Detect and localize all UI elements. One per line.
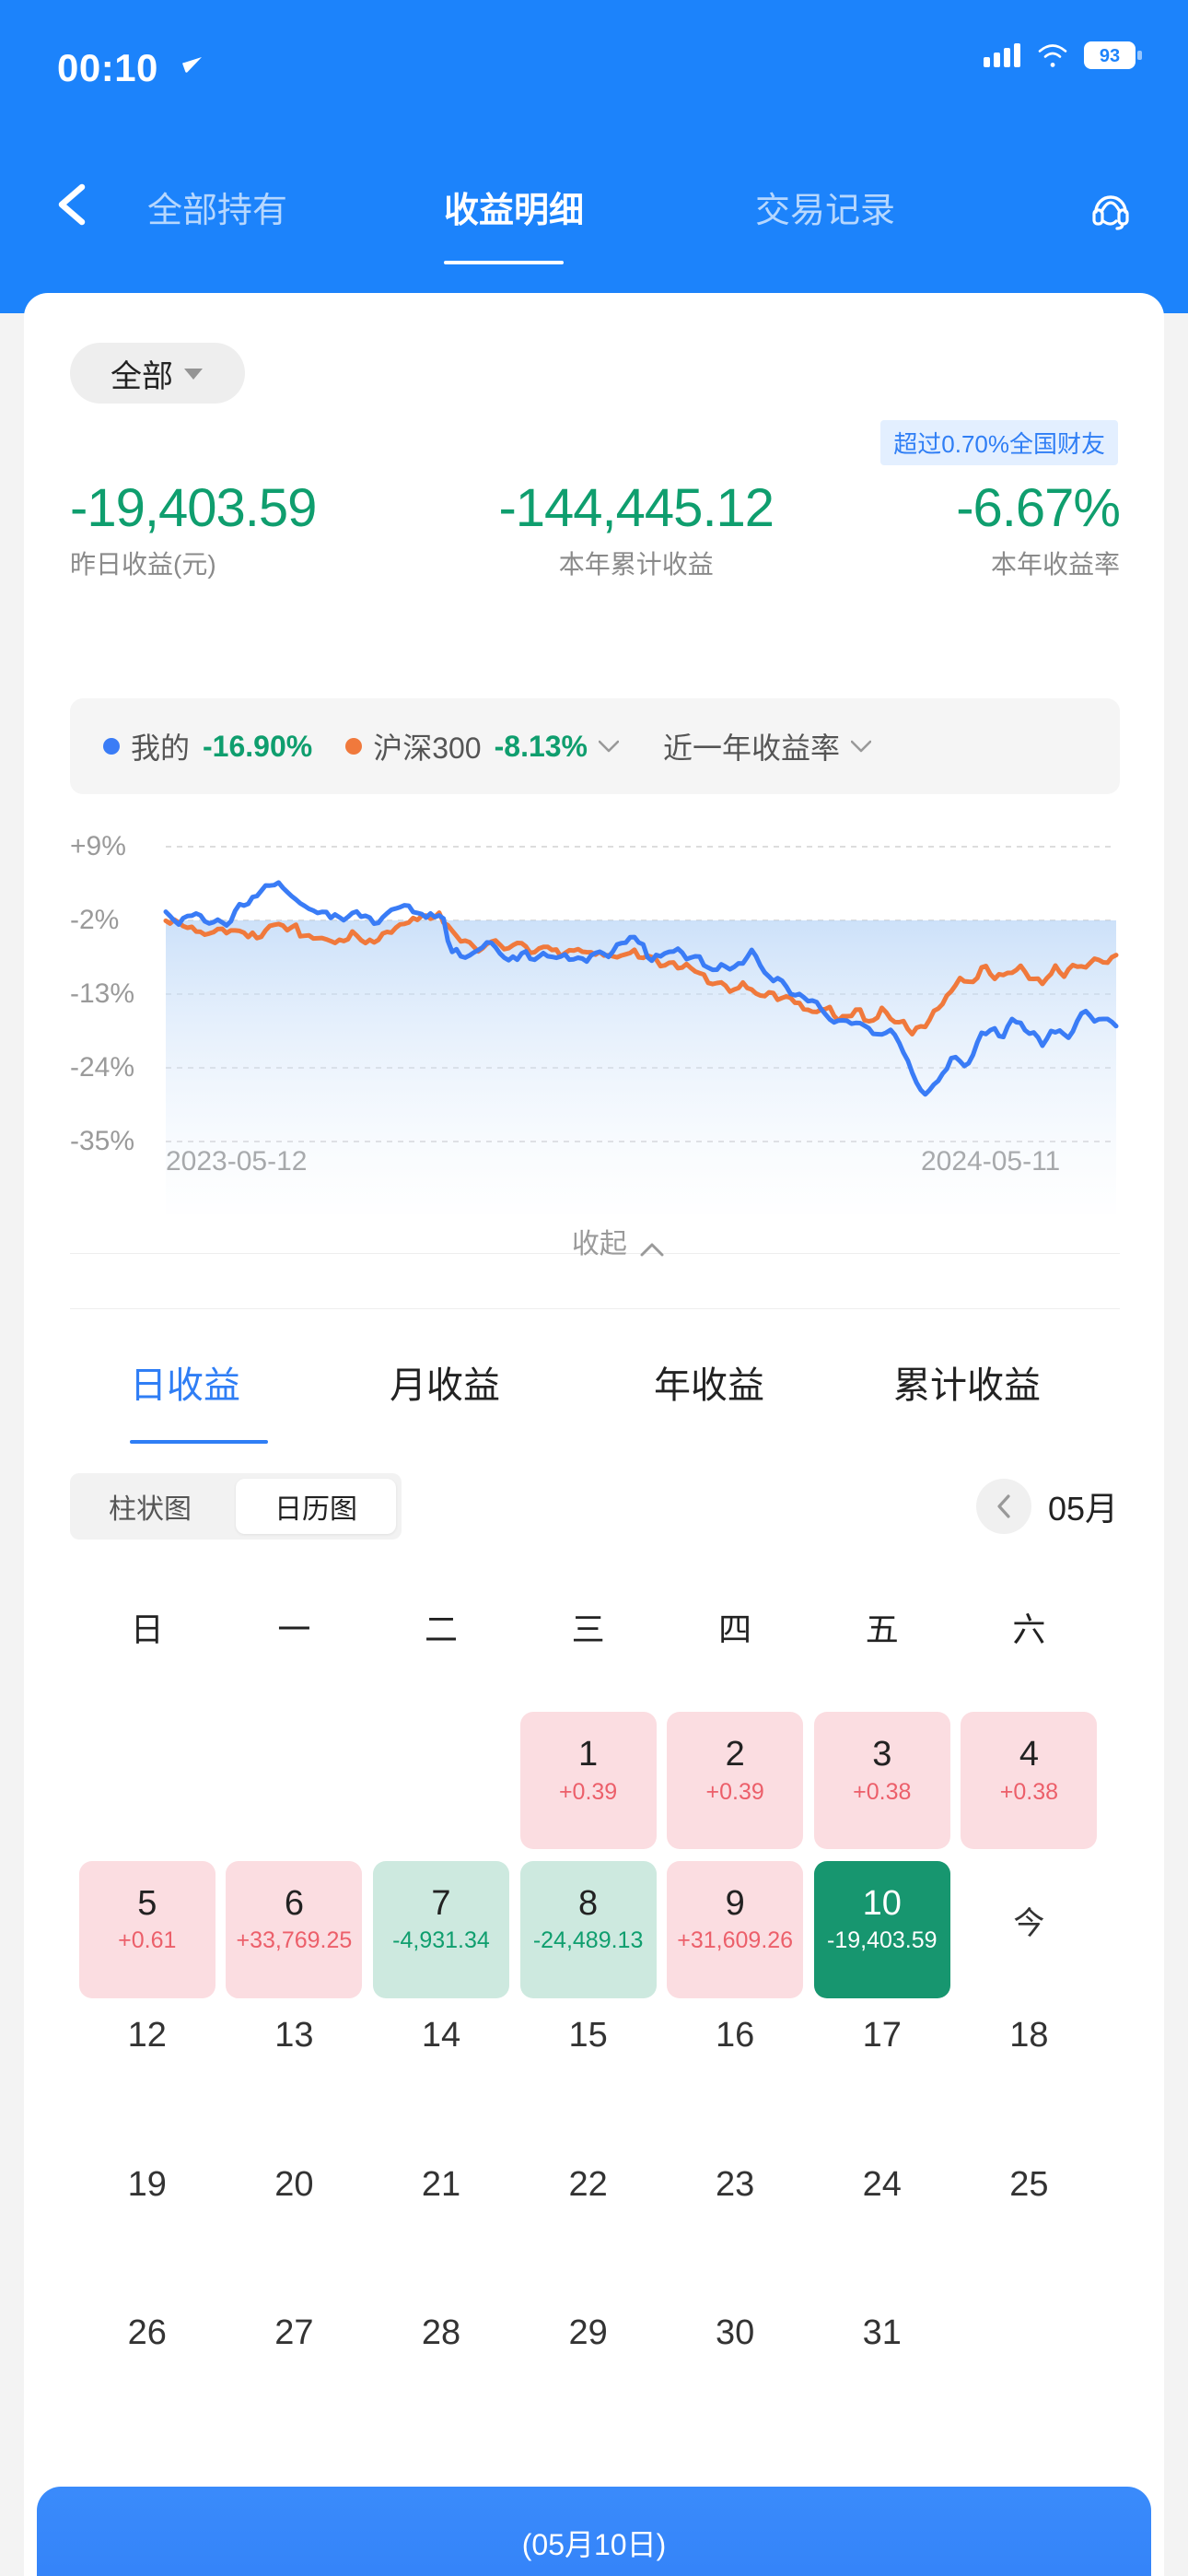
- svg-text:93: 93: [1100, 46, 1120, 66]
